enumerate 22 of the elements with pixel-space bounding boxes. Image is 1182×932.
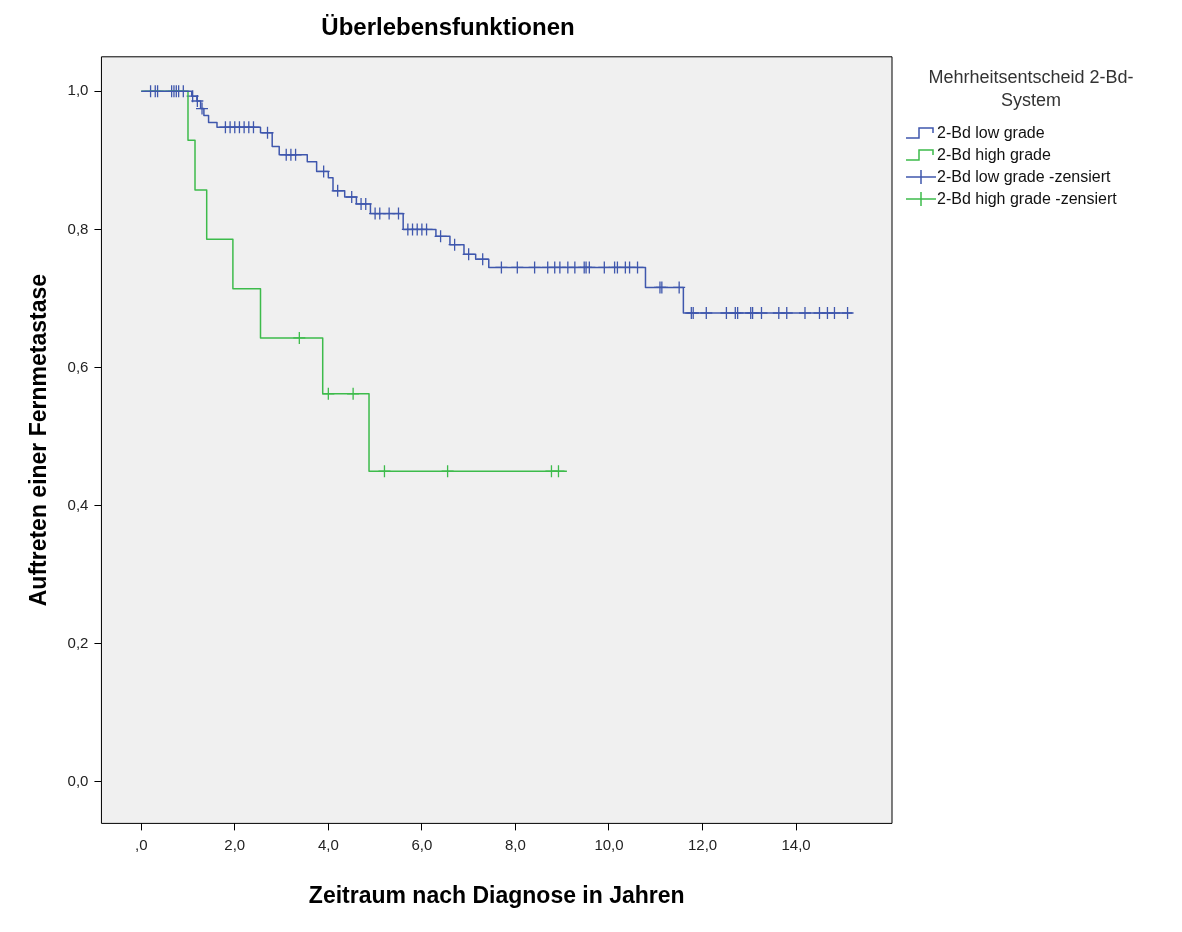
x-tick-label: 2,0 [224,835,246,853]
y-tick-label: 0,0 [67,772,89,790]
y-tick-label: 0,8 [67,219,89,237]
y-tick-label: 0,4 [67,495,89,513]
y-tick-label: 1,0 [67,81,89,99]
legend-label: 2-Bd low grade [937,124,1045,142]
legend-title: Mehrheitsentscheid 2-Bd-System [927,66,1135,112]
x-tick-label: 10,0 [594,835,624,853]
chart-title: Überlebensfunktionen [321,13,575,41]
y-axis-title: Auftreten einer Fernmetastase [25,273,52,607]
y-tick-label: 0,6 [67,357,89,375]
x-tick-label: ,0 [134,835,148,853]
legend-label: 2-Bd low grade -zensiert [937,168,1111,186]
x-tick-label: 14,0 [781,835,811,853]
x-tick-label: 4,0 [317,835,339,853]
x-tick-label: 8,0 [505,835,526,853]
legend-label: 2-Bd high grade [937,146,1051,164]
x-axis-title: Zeitraum nach Diagnose in Jahren [308,881,685,908]
y-tick-label: 0,2 [67,633,89,651]
legend-label: 2-Bd high grade -zensiert [937,190,1117,208]
x-tick-label: 6,0 [411,835,433,853]
x-tick-label: 12,0 [687,835,718,853]
